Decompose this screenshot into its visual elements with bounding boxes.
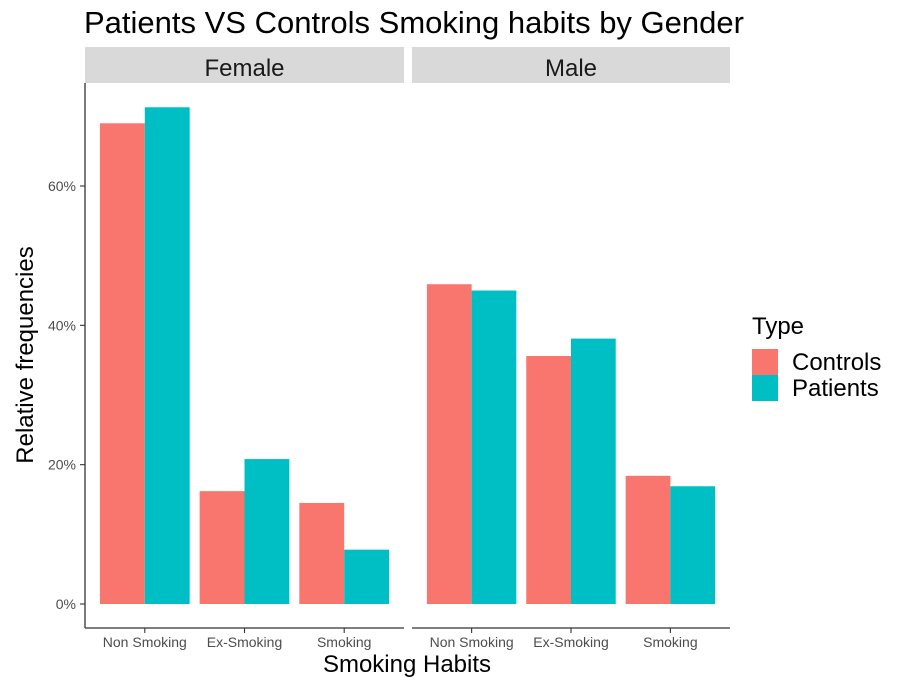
- facet-male: Male Non Smoking Ex-Smoking Smoking: [412, 47, 730, 650]
- y-tick-label: 60%: [48, 178, 76, 194]
- bar-patients-smoking: [670, 486, 716, 604]
- y-axis-title: Relative frequencies: [12, 246, 39, 463]
- x-tick-label: Non Smoking: [430, 634, 514, 650]
- facet-strip: [412, 47, 730, 83]
- y-tick-label: 0%: [56, 596, 76, 612]
- x-axis-title: Smoking Habits: [323, 651, 491, 678]
- bar-controls-ex-smoking: [526, 355, 571, 604]
- bar-patients-ex-smoking: [244, 459, 290, 604]
- bar-patients-ex-smoking: [571, 338, 616, 604]
- legend-key-controls: [752, 349, 778, 375]
- x-tick-label: Ex-Smoking: [207, 634, 282, 650]
- bar-patients-non-smoking: [144, 107, 190, 604]
- facet-panels: Female Non Smoking Ex-Smoking Smoking Male No…: [85, 47, 730, 650]
- facet-female: Female Non Smoking Ex-Smoking Smoking: [85, 47, 404, 650]
- legend-label-patients: Patients: [792, 375, 879, 402]
- y-axis: 0% 20% 40% 60%: [48, 83, 86, 628]
- bar-controls-smoking: [299, 502, 345, 604]
- x-tick-label: Ex-Smoking: [533, 634, 608, 650]
- y-tick-label: 20%: [48, 457, 76, 473]
- bar-controls-non-smoking: [426, 284, 472, 604]
- facet-strip: [85, 47, 404, 83]
- bar-controls-non-smoking: [99, 123, 145, 605]
- chart-title: Patients VS Controls Smoking habits by G…: [84, 5, 744, 40]
- bar-patients-smoking: [344, 549, 390, 604]
- bar-patients-non-smoking: [471, 290, 517, 604]
- bar-controls-ex-smoking: [199, 491, 245, 604]
- facet-strip-label: Male: [545, 55, 597, 82]
- y-tick-label: 40%: [48, 317, 76, 333]
- bar-controls-smoking: [625, 475, 671, 604]
- x-tick-label: Smoking: [317, 634, 371, 650]
- legend-label-controls: Controls: [792, 349, 881, 376]
- legend-title: Type: [752, 313, 804, 340]
- facet-strip-label: Female: [204, 55, 284, 82]
- x-tick-label: Smoking: [643, 634, 697, 650]
- x-tick-label: Non Smoking: [103, 634, 187, 650]
- legend-key-patients: [752, 375, 778, 401]
